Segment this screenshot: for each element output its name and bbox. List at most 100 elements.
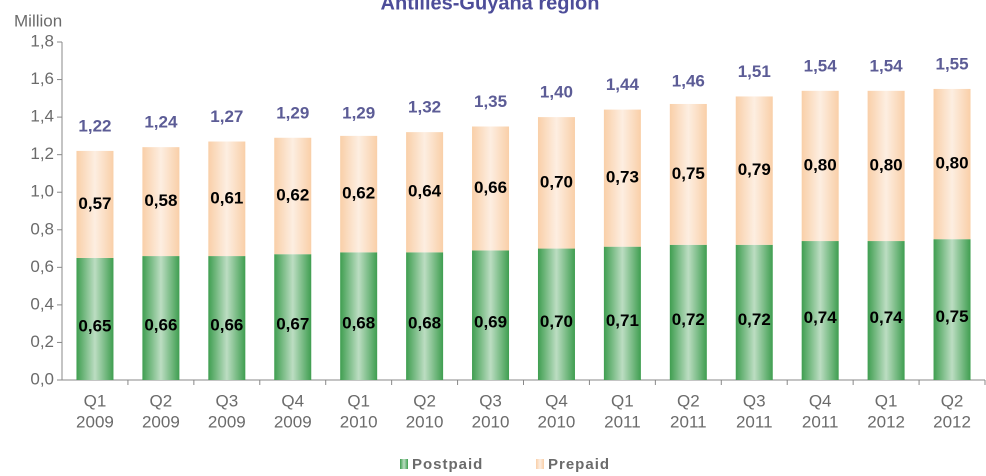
- bar-segment: [340, 135, 378, 253]
- bar-segment: [669, 103, 707, 245]
- data-label: 0,80: [870, 155, 903, 174]
- bar-segment: [142, 147, 180, 257]
- bar-segment: [76, 150, 114, 258]
- chart-title: Antilles-Guyana region: [381, 0, 600, 14]
- x-tick-label: 2011: [736, 412, 773, 431]
- x-tick-label: 2010: [472, 412, 510, 431]
- total-label: 1,46: [672, 71, 705, 90]
- x-tick-label: Q1: [875, 391, 898, 410]
- bar-segment: [340, 252, 378, 380]
- x-tick-label: Q1: [84, 391, 107, 410]
- data-label: 0,70: [540, 312, 573, 331]
- legend-swatch: [400, 459, 408, 469]
- bar-segment: [867, 90, 905, 242]
- bar-segment: [537, 248, 575, 380]
- data-label: 0,69: [474, 313, 507, 332]
- y-tick-label: 1,6: [30, 69, 54, 88]
- data-label: 0,80: [804, 155, 837, 174]
- data-label: 0,62: [342, 184, 375, 203]
- total-label: 1,22: [78, 116, 111, 135]
- x-tick-label: Q1: [347, 391, 370, 410]
- bar-segment: [735, 244, 773, 380]
- total-label: 1,44: [606, 75, 640, 94]
- total-label: 1,55: [935, 54, 968, 73]
- bar-segment: [208, 256, 246, 380]
- data-label: 0,75: [672, 164, 705, 183]
- data-label: 0,75: [935, 307, 968, 326]
- x-tick-label: Q3: [479, 391, 502, 410]
- total-label: 1,29: [342, 103, 375, 122]
- bar-segment: [406, 252, 444, 380]
- x-tick-label: Q4: [545, 391, 568, 410]
- data-label: 0,57: [78, 194, 111, 213]
- data-label: 0,68: [408, 314, 441, 333]
- total-label: 1,40: [540, 83, 573, 102]
- data-label: 0,61: [210, 188, 243, 207]
- legend-swatch: [536, 459, 544, 469]
- bar-segment: [801, 90, 839, 242]
- data-label: 0,74: [804, 308, 838, 327]
- y-tick-label: 0,0: [30, 369, 54, 388]
- bar-segment: [867, 241, 905, 380]
- data-label: 0,80: [935, 154, 968, 173]
- bar-segment: [406, 132, 444, 253]
- x-tick-label: 2011: [670, 412, 707, 431]
- x-tick-label: Q3: [743, 391, 766, 410]
- x-tick-label: Q2: [413, 391, 436, 410]
- y-tick-label: 0,8: [30, 219, 54, 238]
- y-tick-label: 1,4: [30, 107, 54, 126]
- data-label: 0,70: [540, 172, 573, 191]
- data-label: 0,66: [474, 178, 507, 197]
- y-tick-label: 1,2: [30, 144, 54, 163]
- y-tick-label: 0,2: [30, 332, 54, 351]
- x-tick-label: Q2: [941, 391, 964, 410]
- total-label: 1,29: [276, 103, 309, 122]
- bar-segment: [801, 241, 839, 380]
- x-tick-label: 2012: [933, 412, 971, 431]
- data-label: 0,66: [144, 316, 177, 335]
- bar-segment: [142, 256, 180, 380]
- x-tick-label: 2009: [142, 412, 180, 431]
- x-tick-label: 2011: [802, 412, 839, 431]
- x-tick-label: Q1: [611, 391, 634, 410]
- data-label: 0,66: [210, 316, 243, 335]
- total-label: 1,24: [144, 113, 178, 132]
- total-label: 1,27: [210, 107, 243, 126]
- bar-segment: [603, 109, 641, 247]
- x-tick-label: 2010: [538, 412, 576, 431]
- x-tick-label: 2010: [340, 412, 378, 431]
- data-label: 0,73: [606, 168, 639, 187]
- total-label: 1,51: [738, 62, 771, 81]
- legend-label: Prepaid: [548, 456, 610, 473]
- x-tick-label: 2009: [274, 412, 312, 431]
- bar-segment: [208, 141, 246, 257]
- x-tick-label: Q2: [150, 391, 173, 410]
- total-label: 1,35: [474, 92, 507, 111]
- y-tick-label: 1,0: [30, 182, 54, 201]
- bar-segment: [735, 96, 773, 245]
- x-tick-label: Q3: [215, 391, 238, 410]
- y-tick-label: 0,6: [30, 257, 54, 276]
- bar-segment: [603, 246, 641, 380]
- bar-segment: [472, 250, 510, 380]
- data-label: 0,65: [78, 316, 111, 335]
- data-label: 0,58: [144, 191, 177, 210]
- x-tick-label: 2012: [867, 412, 905, 431]
- bar-segment: [472, 126, 510, 251]
- bar-segment: [274, 254, 312, 380]
- x-tick-label: Q4: [281, 391, 304, 410]
- data-label: 0,79: [738, 160, 771, 179]
- y-tick-label: 0,4: [30, 294, 54, 313]
- total-label: 1,32: [408, 98, 441, 117]
- x-tick-label: 2009: [76, 412, 114, 431]
- data-label: 0,74: [870, 308, 904, 327]
- data-label: 0,72: [738, 310, 771, 329]
- x-tick-label: 2011: [604, 412, 641, 431]
- x-tick-label: 2010: [406, 412, 444, 431]
- x-tick-label: Q2: [677, 391, 700, 410]
- total-label: 1,54: [870, 56, 904, 75]
- bar-segment: [274, 137, 312, 255]
- bar-segment: [76, 257, 114, 380]
- x-tick-label: Q4: [809, 391, 832, 410]
